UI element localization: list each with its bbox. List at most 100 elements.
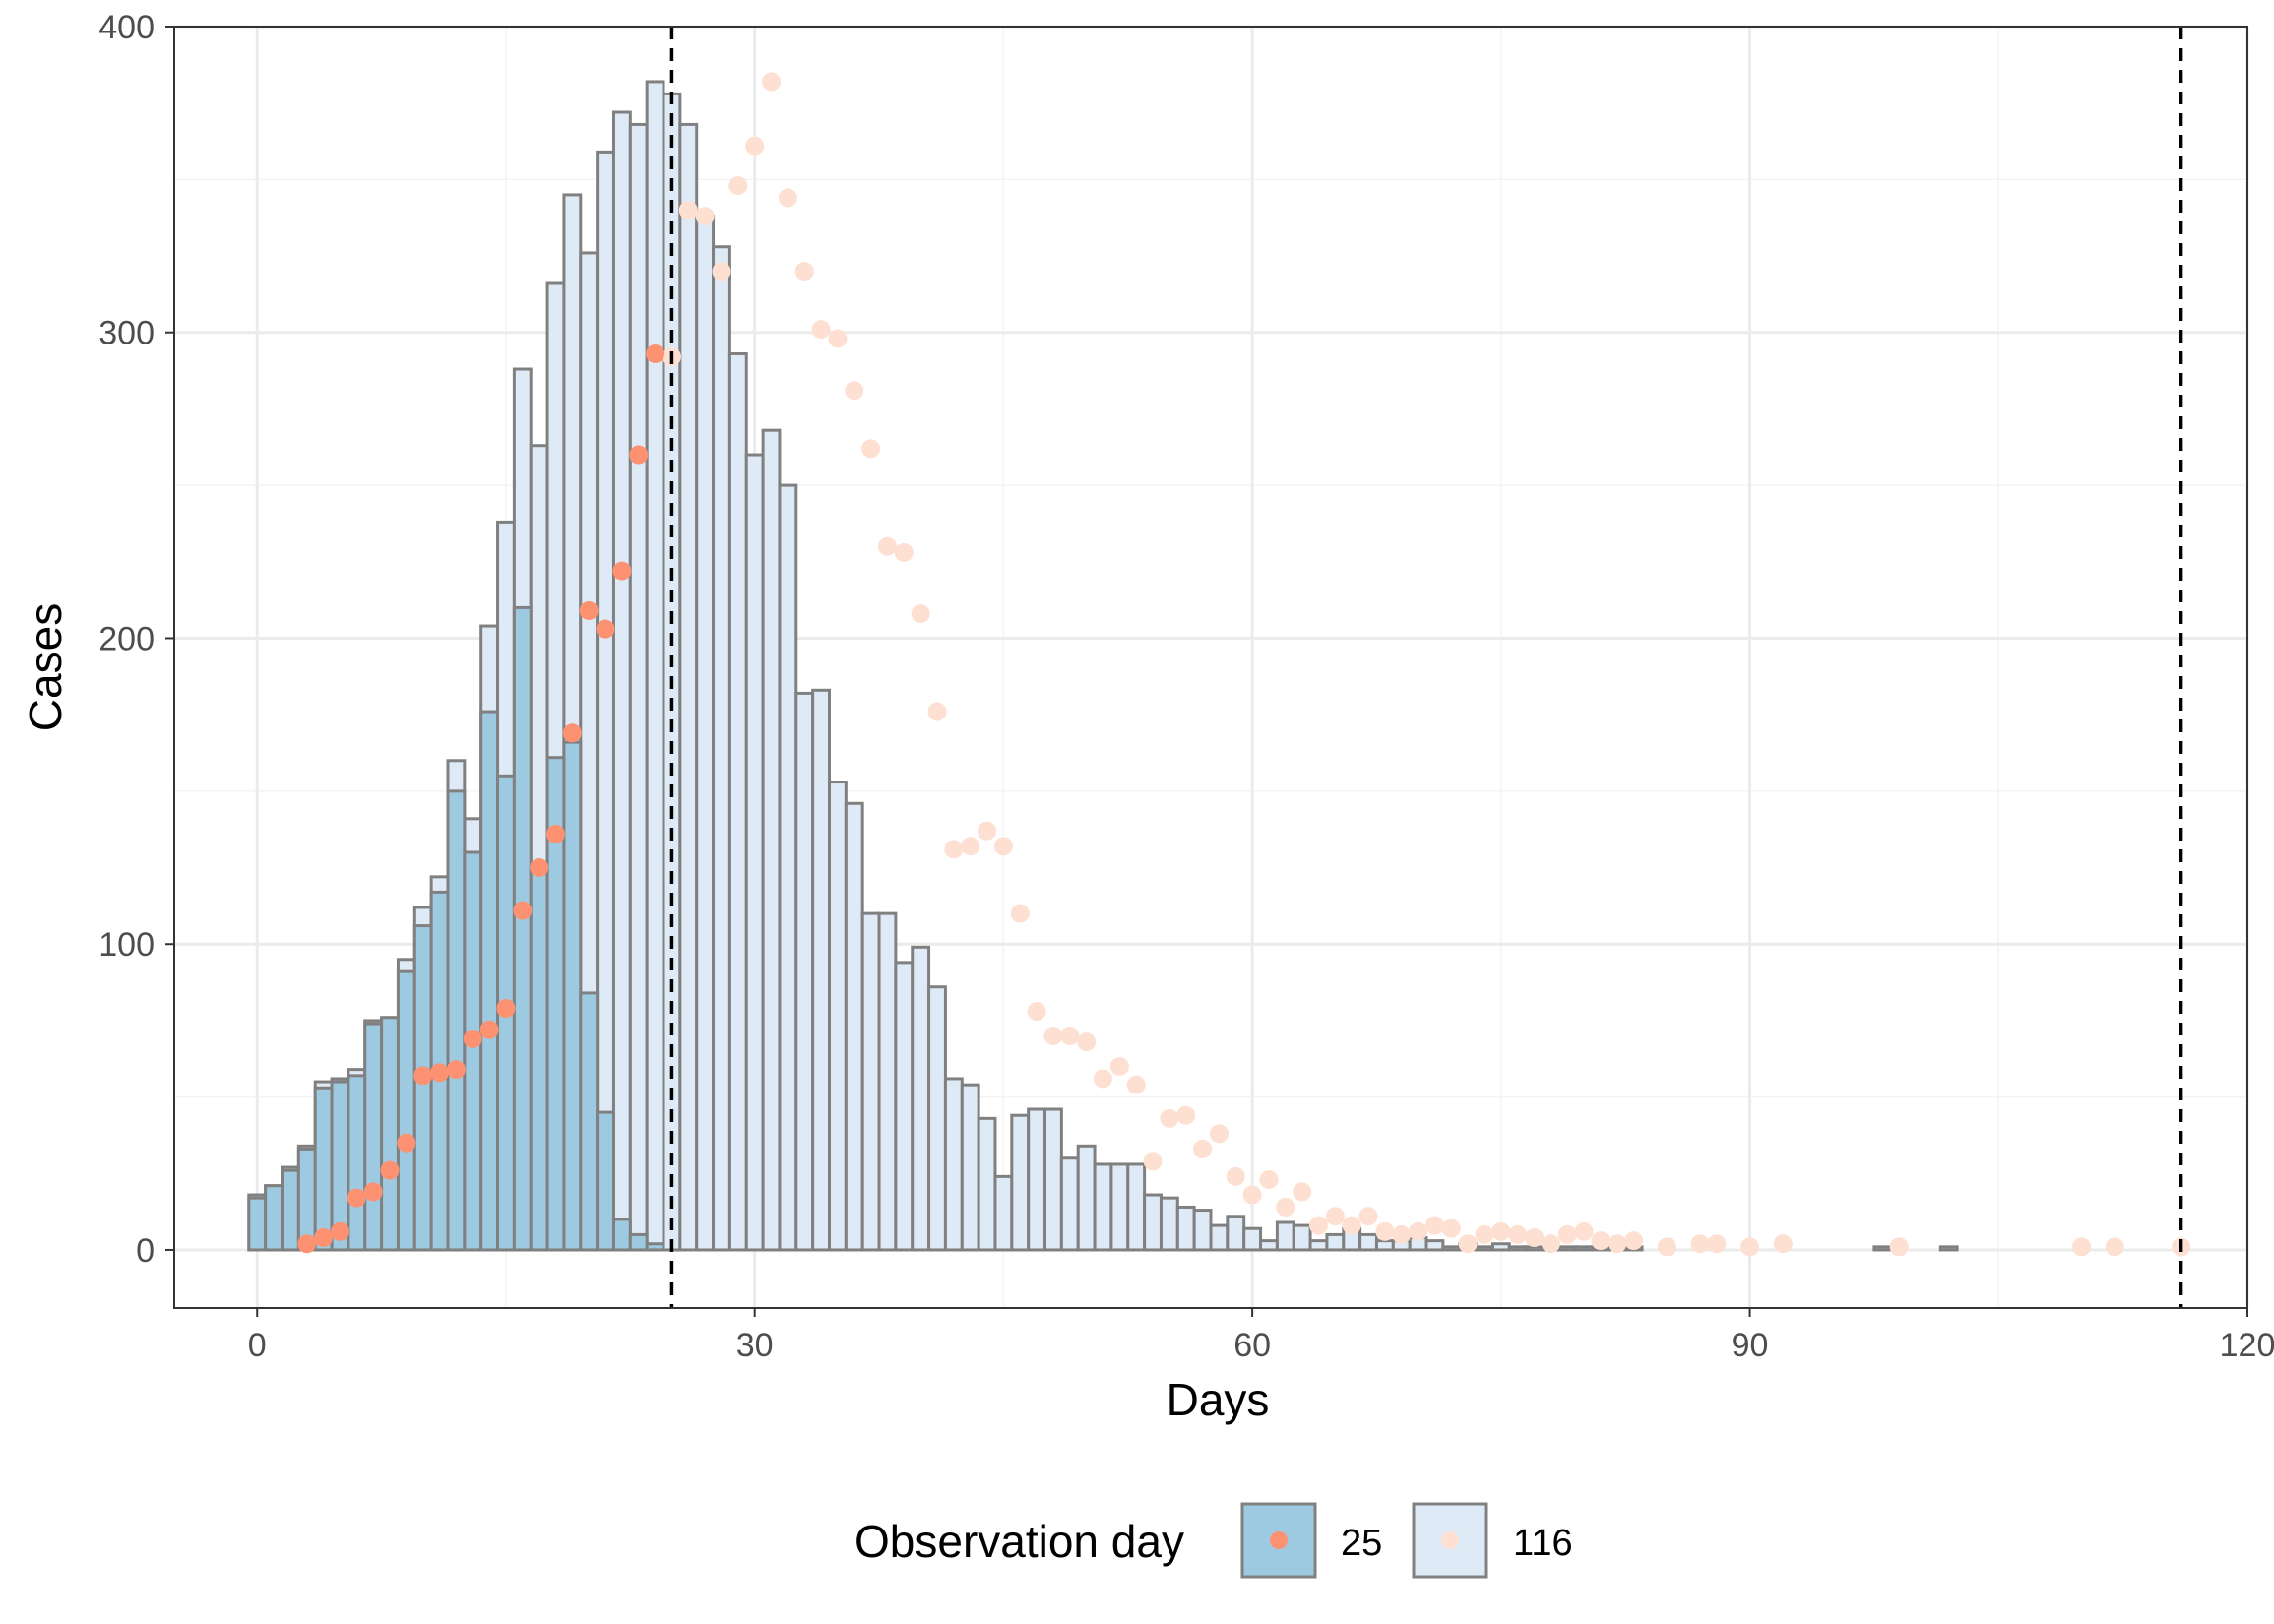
bar-day-116 [811, 688, 831, 1252]
bar-day-116 [727, 351, 748, 1252]
bar-day-116 [1027, 1107, 1047, 1252]
bar-day-116 [1557, 1245, 1578, 1252]
legend-point-116 [1441, 1531, 1459, 1549]
bar-day-116 [645, 80, 665, 1252]
bar-day-25 [363, 1022, 384, 1252]
bar-day-25 [479, 710, 500, 1252]
bar-day-116 [1424, 1239, 1445, 1252]
point-day-116 [1226, 1166, 1245, 1186]
point-day-116 [1608, 1234, 1627, 1254]
bar-day-25 [628, 1232, 649, 1252]
point-day-25 [546, 824, 566, 843]
bar-day-116 [1226, 1215, 1246, 1252]
point-day-116 [1475, 1224, 1494, 1244]
point-day-116 [1458, 1234, 1478, 1254]
point-day-116 [1293, 1182, 1312, 1202]
point-day-116 [1657, 1237, 1676, 1257]
point-day-25 [397, 1133, 416, 1153]
point-day-25 [596, 619, 615, 639]
point-day-116 [1375, 1221, 1395, 1241]
point-day-116 [1690, 1234, 1710, 1254]
plot-border [173, 26, 2248, 1309]
points-observation-day-116 [662, 72, 2191, 1257]
x-tick-label: 0 [248, 1327, 267, 1364]
point-day-116 [828, 329, 848, 348]
point-day-25 [446, 1060, 466, 1080]
point-day-25 [496, 998, 516, 1018]
point-day-116 [1574, 1221, 1594, 1241]
point-day-116 [1209, 1124, 1229, 1144]
bar-day-116 [1076, 1144, 1097, 1252]
point-day-116 [1276, 1197, 1295, 1217]
point-day-116 [1027, 1002, 1046, 1022]
bar-day-116 [678, 122, 699, 1252]
bar-day-25 [446, 789, 467, 1252]
bar-day-25 [347, 1074, 367, 1252]
point-day-116 [993, 837, 1013, 856]
point-day-116 [1773, 1234, 1793, 1254]
point-day-116 [1889, 1237, 1909, 1257]
bar-day-116 [1175, 1205, 1196, 1252]
bar-day-25 [645, 1242, 665, 1252]
point-day-25 [479, 1020, 499, 1039]
bar-day-116 [1242, 1226, 1263, 1252]
bar-day-116 [1938, 1245, 1959, 1252]
y-axis-title: Cases [20, 603, 71, 731]
point-day-25 [314, 1228, 334, 1248]
point-day-25 [579, 601, 599, 621]
point-day-116 [1077, 1032, 1097, 1052]
point-day-116 [762, 72, 782, 92]
bar-day-116 [712, 245, 731, 1252]
point-day-25 [629, 445, 649, 465]
bar-day-116 [1043, 1107, 1063, 1252]
y-tick-label: 100 [98, 926, 155, 964]
bar-day-25 [412, 924, 433, 1252]
bars-observation-day-25 [247, 605, 665, 1252]
point-day-116 [1109, 1057, 1129, 1077]
bar-day-25 [611, 1218, 632, 1252]
bar-day-116 [1358, 1232, 1378, 1252]
point-day-116 [978, 821, 997, 841]
bar-day-116 [1325, 1232, 1346, 1252]
bar-day-116 [1574, 1245, 1595, 1252]
bar-day-116 [1275, 1220, 1295, 1252]
bar-day-25 [512, 605, 533, 1252]
point-day-25 [612, 561, 632, 581]
point-day-116 [861, 439, 881, 459]
point-day-25 [330, 1221, 349, 1241]
point-day-116 [1508, 1224, 1528, 1244]
point-day-116 [894, 542, 914, 562]
point-day-116 [1591, 1231, 1611, 1251]
legend-label-116: 116 [1513, 1523, 1573, 1564]
bar-day-116 [1524, 1245, 1545, 1252]
legend-key-116 [1412, 1502, 1488, 1579]
point-day-116 [712, 262, 731, 281]
bar-day-116 [1159, 1196, 1179, 1252]
bar-day-116 [1475, 1245, 1494, 1252]
bar-day-116 [860, 911, 881, 1252]
point-day-116 [1424, 1216, 1444, 1235]
x-tick-label: 120 [2220, 1327, 2274, 1364]
bar-day-116 [1010, 1113, 1031, 1252]
point-day-116 [1242, 1185, 1262, 1205]
point-day-116 [1358, 1207, 1378, 1226]
bar-day-116 [927, 985, 947, 1252]
bar-day-116 [943, 1077, 964, 1252]
bar-day-116 [1308, 1239, 1329, 1252]
legend: Observation day 25 116 [854, 1502, 1573, 1579]
bar-day-116 [611, 110, 632, 1252]
point-day-116 [1392, 1224, 1412, 1244]
bar-day-116 [1872, 1245, 1893, 1252]
point-day-116 [1010, 904, 1030, 923]
bar-day-116 [1209, 1223, 1230, 1252]
point-day-25 [413, 1066, 433, 1086]
point-day-116 [877, 536, 897, 556]
x-tick-label: 30 [736, 1327, 774, 1364]
point-day-116 [695, 207, 715, 226]
bar-day-116 [1126, 1162, 1147, 1252]
y-tick-label: 300 [98, 315, 155, 352]
bar-day-116 [894, 961, 915, 1252]
bar-day-116 [1292, 1223, 1312, 1252]
point-day-116 [778, 188, 797, 208]
bar-day-116 [977, 1116, 997, 1252]
